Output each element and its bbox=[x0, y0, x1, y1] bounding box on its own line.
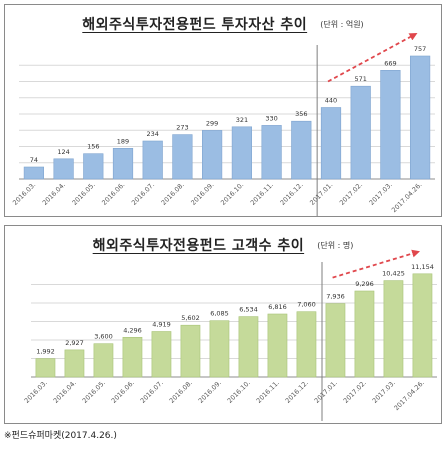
asset-chart-title-row: 해외주식투자전용펀드 투자자산 추이 (단위 : 억원) bbox=[5, 14, 441, 36]
asset-chart-data-label: 330 bbox=[265, 114, 277, 122]
asset-chart-x-tick-label: 2017.03. bbox=[368, 181, 394, 207]
customer-chart-bar bbox=[325, 303, 346, 378]
customer-chart-bar bbox=[122, 337, 143, 378]
customer-chart-bar bbox=[209, 320, 230, 378]
asset-chart-bar bbox=[409, 55, 431, 180]
asset-chart-x-tick-label: 2016.11. bbox=[249, 181, 275, 207]
asset-chart-data-label: 74 bbox=[30, 156, 38, 164]
asset-chart-bar bbox=[53, 158, 74, 180]
customer-chart-bar bbox=[238, 316, 259, 378]
asset-chart-data-label: 571 bbox=[354, 75, 366, 83]
asset-chart-data-label: 757 bbox=[414, 45, 426, 53]
asset-chart-bar bbox=[202, 130, 223, 180]
asset-chart-x-tick-label: 2017.04.26. bbox=[390, 181, 423, 214]
customer-chart-x-tick-label: 2017.01. bbox=[313, 379, 339, 405]
asset-chart-x-tick-label: 2016.07. bbox=[130, 181, 156, 207]
asset-chart-bar bbox=[112, 148, 134, 180]
asset-chart-bar bbox=[261, 125, 282, 180]
asset-chart-data-label: 156 bbox=[87, 143, 99, 151]
source-footnote: ※펀드슈퍼마켓(2017.4.26.) bbox=[4, 431, 117, 441]
customer-chart-bar bbox=[383, 280, 404, 378]
customer-chart-data-label: 1,992 bbox=[36, 348, 55, 356]
asset-chart-unit: (단위 : 억원) bbox=[320, 20, 364, 29]
asset-chart-bar bbox=[350, 85, 371, 180]
asset-chart-x-tick-label: 2016.08. bbox=[160, 181, 186, 207]
customer-chart-title: 해외주식투자전용펀드 고객수 추이 bbox=[92, 238, 305, 254]
asset-chart-x-tick-label: 2017.02. bbox=[338, 181, 364, 207]
customer-chart-x-tick-label: 2016.10. bbox=[226, 379, 252, 405]
customer-chart-data-label: 7,060 bbox=[297, 301, 316, 309]
asset-chart-bar bbox=[83, 153, 104, 180]
customer-chart-bar bbox=[93, 343, 114, 378]
customer-chart-bar bbox=[267, 313, 288, 378]
customer-chart-data-label: 4,296 bbox=[123, 326, 142, 334]
asset-chart-bar bbox=[142, 140, 163, 180]
customer-chart-data-label: 5,602 bbox=[181, 314, 200, 322]
asset-chart-bar bbox=[172, 134, 193, 180]
asset-chart-panel: 해외주식투자전용펀드 투자자산 추이 (단위 : 억원) 74 2016.03. 1… bbox=[4, 4, 442, 217]
customer-chart-unit: (단위 : 명) bbox=[317, 241, 354, 250]
customer-chart-bar bbox=[35, 358, 56, 378]
customer-chart-data-label: 11,154 bbox=[411, 263, 434, 271]
asset-chart-bar bbox=[380, 70, 401, 180]
customer-chart-x-tick-label: 2016.04. bbox=[52, 379, 78, 405]
customer-chart-x-tick-label: 2016.05. bbox=[81, 379, 107, 405]
customer-chart-bar bbox=[412, 273, 433, 378]
customer-chart-data-label: 3,600 bbox=[94, 333, 113, 341]
asset-chart-x-tick-label: 2016.10. bbox=[219, 181, 245, 207]
customer-chart-trend-arrow bbox=[332, 249, 421, 279]
customer-chart-data-label: 6,085 bbox=[210, 310, 229, 318]
asset-chart-data-label: 440 bbox=[325, 97, 337, 105]
customer-chart-x-tick-label: 2016.08. bbox=[168, 379, 194, 405]
customer-chart-x-tick-label: 2016.11. bbox=[255, 379, 281, 405]
customer-chart-bar bbox=[64, 349, 85, 378]
customer-chart-data-label: 2,927 bbox=[65, 339, 84, 347]
customer-chart-bar bbox=[151, 331, 172, 378]
asset-bar-chart: 74 2016.03. 124 2016.04. 156 2016.05. 189 2016.… bbox=[11, 33, 435, 216]
customer-chart-data-label: 6,534 bbox=[239, 306, 258, 314]
asset-chart-x-tick-label: 2017.01. bbox=[308, 181, 334, 207]
asset-chart-data-label: 299 bbox=[206, 119, 218, 127]
asset-chart-bar bbox=[320, 107, 342, 180]
asset-chart-bar bbox=[291, 120, 312, 180]
customer-chart-data-label: 10,425 bbox=[382, 270, 405, 278]
asset-chart-data-label: 124 bbox=[57, 148, 69, 156]
asset-chart-data-label: 669 bbox=[384, 59, 396, 67]
asset-chart-x-tick-label: 2016.04. bbox=[41, 181, 67, 207]
customer-chart-data-label: 9,296 bbox=[355, 280, 374, 288]
asset-chart-data-label: 273 bbox=[176, 124, 188, 132]
customer-chart-bar bbox=[180, 324, 201, 378]
customer-chart-panel: 해외주식투자전용펀드 고객수 추이 (단위 : 명) 1,992 2016.03.… bbox=[4, 225, 442, 424]
asset-chart-x-tick-label: 2016.05. bbox=[71, 181, 97, 207]
customer-bar-chart: 1,992 2016.03. 2,927 2016.04. 3,600 2016.05. 4… bbox=[23, 249, 437, 421]
asset-chart-data-label: 189 bbox=[117, 137, 129, 145]
asset-chart-bar bbox=[231, 126, 253, 180]
customer-chart-data-label: 7,936 bbox=[326, 293, 345, 301]
customer-chart-x-tick-label: 2016.12. bbox=[284, 379, 310, 405]
customer-chart-x-tick-label: 2016.06. bbox=[110, 379, 136, 405]
customer-chart-x-tick-label: 2016.07. bbox=[139, 379, 165, 405]
asset-chart-x-tick-label: 2016.03. bbox=[11, 181, 37, 207]
asset-chart-data-label: 321 bbox=[236, 116, 248, 124]
customer-chart-x-tick-label: 2017.04.26. bbox=[392, 379, 425, 412]
customer-chart-bar bbox=[296, 311, 317, 378]
customer-chart-data-label: 6,816 bbox=[268, 303, 287, 311]
customer-chart-x-tick-label: 2017.02. bbox=[342, 379, 368, 405]
asset-chart-x-tick-label: 2016.09. bbox=[189, 181, 215, 207]
asset-chart-title: 해외주식투자전용펀드 투자자산 추이 bbox=[82, 17, 308, 33]
customer-chart-bar bbox=[354, 290, 375, 378]
asset-chart-trend-arrow bbox=[327, 33, 418, 83]
customer-chart-x-tick-label: 2016.03. bbox=[23, 379, 49, 405]
asset-chart-data-label: 356 bbox=[295, 110, 307, 118]
customer-chart-x-tick-label: 2017.03. bbox=[371, 379, 397, 405]
asset-chart-x-tick-label: 2016.06. bbox=[100, 181, 126, 207]
asset-chart-data-label: 234 bbox=[146, 130, 158, 138]
asset-chart-bar bbox=[23, 166, 45, 180]
customer-chart-x-tick-label: 2016.09. bbox=[197, 379, 223, 405]
asset-chart-x-tick-label: 2016.12. bbox=[279, 181, 305, 207]
customer-chart-title-row: 해외주식투자전용펀드 고객수 추이 (단위 : 명) bbox=[5, 235, 441, 257]
customer-chart-data-label: 4,919 bbox=[152, 321, 171, 329]
